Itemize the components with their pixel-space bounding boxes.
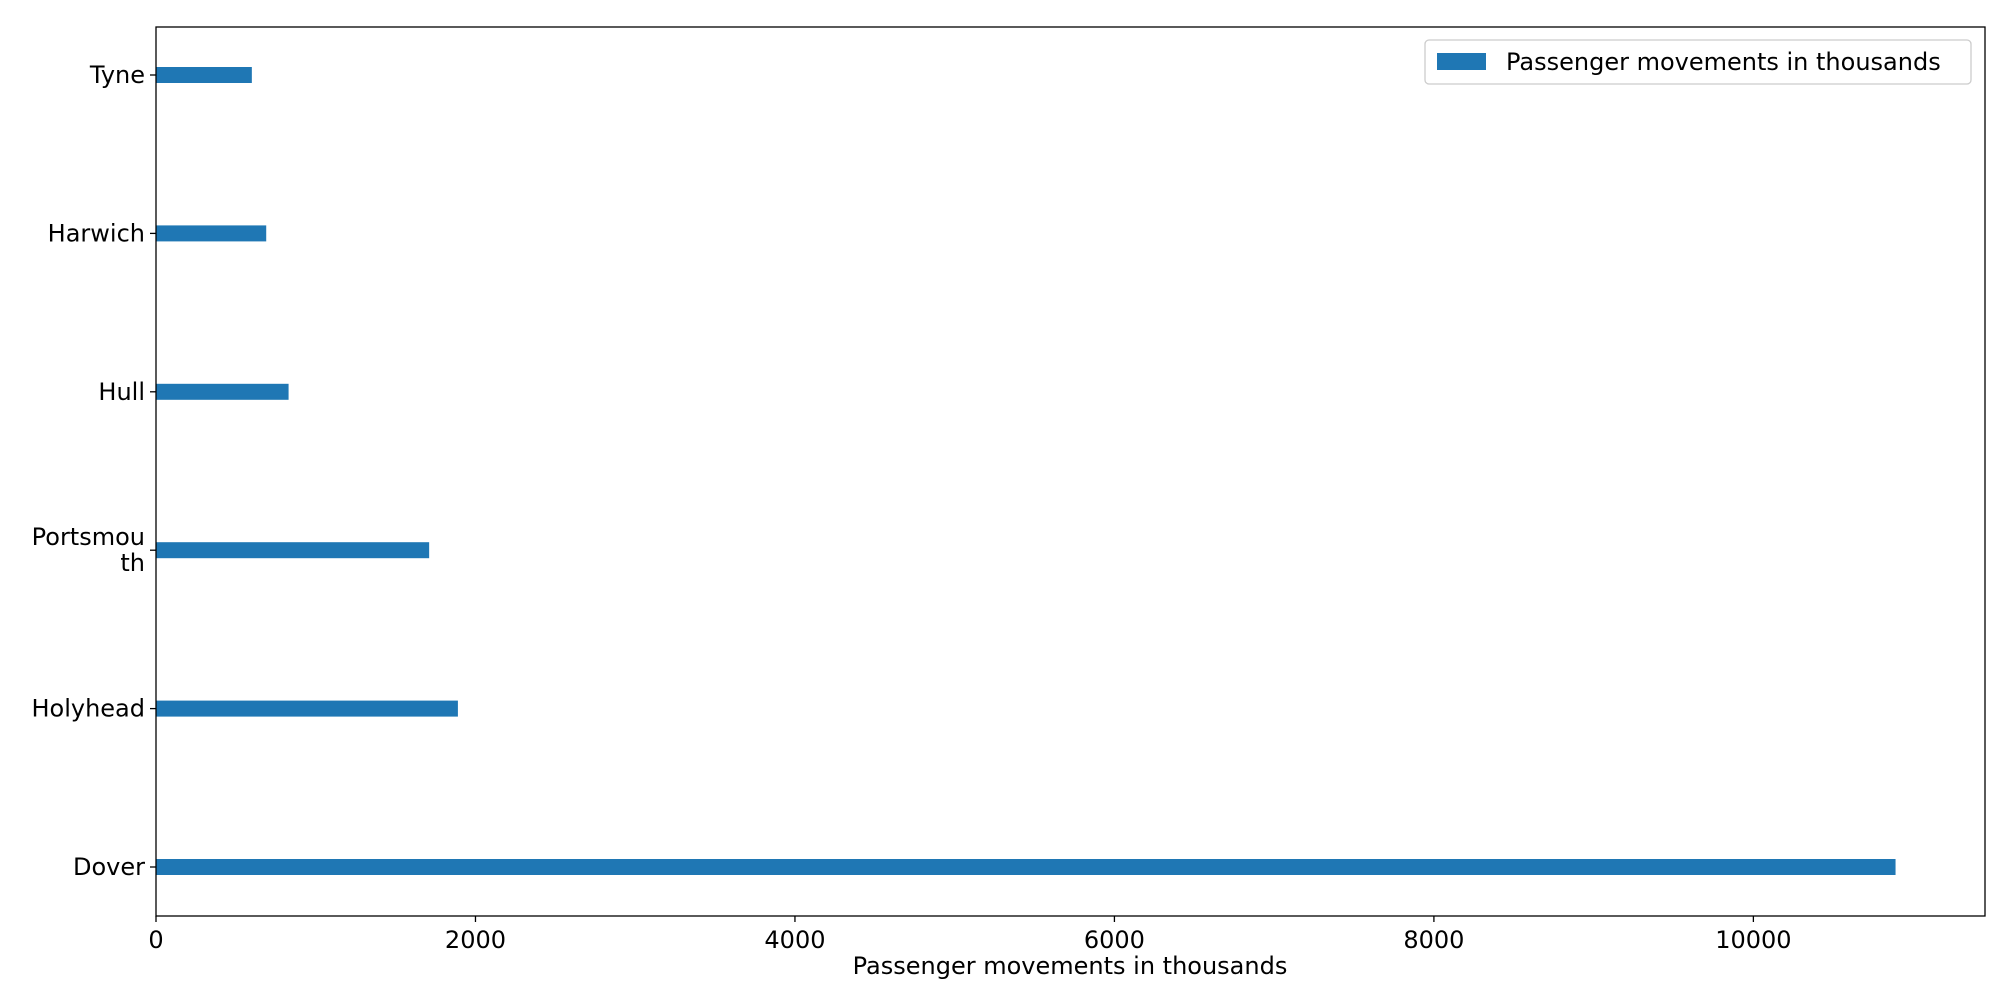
y-tick-label: Harwich [48, 219, 145, 247]
x-axis-title: Passenger movements in thousands [853, 952, 1288, 980]
plot-area-frame [155, 26, 1986, 917]
bar-dover [156, 859, 1896, 875]
bar-holyhead [156, 700, 458, 717]
y-tick-label: Dover [73, 853, 145, 881]
x-tick-label: 10000 [1715, 926, 1791, 954]
y-tick-label: Hull [98, 378, 145, 406]
x-tick-label: 6000 [1084, 926, 1145, 954]
legend-label: Passenger movements in thousands [1506, 48, 1941, 76]
bar-harwich [156, 225, 267, 242]
bar-hull [156, 383, 289, 400]
x-tick-label: 8000 [1403, 926, 1464, 954]
x-tick-label: 0 [148, 926, 163, 954]
y-tick-label: Holyhead [31, 695, 145, 723]
legend-swatch [1437, 53, 1486, 70]
y-tick-label: Portsmou th [32, 523, 145, 577]
y-axis-ticks: Dover Holyhead Portsmou th Hull Harwich Tyne [31, 61, 156, 881]
x-axis-ticks: 0 2000 4000 6000 8000 10000 [148, 916, 1792, 954]
x-tick-label: 2000 [445, 926, 506, 954]
legend-box [1424, 39, 1972, 85]
bar-tyne [156, 67, 252, 83]
y-tick-label: Tyne [89, 61, 145, 89]
bar-portsmouth [156, 542, 430, 559]
bars-group [156, 67, 1896, 875]
legend: Passenger movements in thousands [1424, 39, 1972, 85]
x-tick-label: 4000 [764, 926, 825, 954]
